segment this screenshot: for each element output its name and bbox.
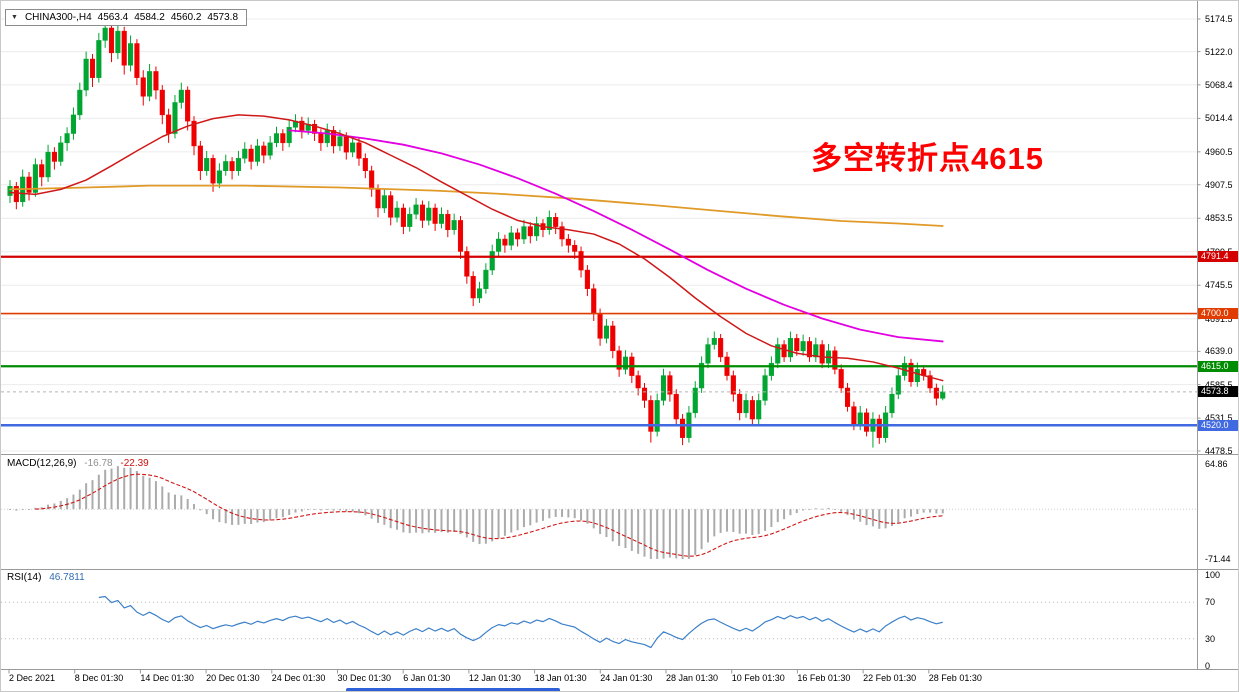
price-badge-4700.0: 4700.0 [1198, 308, 1238, 320]
time-axis[interactable]: 2 Dec 2021 8 Dec 01:30 14 Dec 01:30 20 Dec … [1, 670, 1197, 687]
time-tick-label: 12 Jan 01:30 [468, 673, 521, 683]
time-tick-label: 8 Dec 01:30 [74, 673, 124, 683]
rsi-axis-label: 0 [1205, 661, 1211, 671]
time-tick-label: 28 Feb 01:30 [928, 673, 982, 683]
symbol-text: CHINA300-,H4 [24, 12, 92, 23]
time-tick-label: 28 Jan 01:30 [666, 673, 719, 683]
price-tick-label: 4960.5 [1205, 146, 1233, 157]
rsi-line [98, 595, 943, 649]
time-tick-label: 14 Dec 01:30 [140, 673, 194, 683]
ohlc-close: 4573.8 [207, 12, 239, 23]
ma-mid-magenta [288, 129, 944, 343]
rsi-indicator-label: RSI(14) 46.7811 [7, 572, 85, 583]
time-tick-label: 18 Jan 01:30 [534, 673, 587, 683]
time-tick-label: 2 Dec 2021 [9, 673, 56, 683]
price-tick-label: 4639.0 [1205, 346, 1233, 357]
rsi-axis-label: 30 [1205, 633, 1216, 644]
ohlc-low: 4560.2 [170, 12, 202, 23]
time-tick-label: 20 Dec 01:30 [206, 673, 260, 683]
price-tick-label: 4853.5 [1205, 213, 1233, 224]
chart-annotation: 多空转折点4615 [811, 141, 1044, 176]
rsi-axis-label: 70 [1205, 597, 1216, 608]
rsi-axis-label: 100 [1205, 570, 1221, 580]
price-tick-label: 5068.4 [1205, 79, 1233, 90]
ma-slow-orange [9, 184, 944, 227]
time-tick-label: 10 Feb 01:30 [731, 673, 785, 683]
price-tick-label: 5014.4 [1205, 113, 1233, 124]
macd-axis-min: -71.44 [1205, 554, 1231, 564]
time-tick-label: 22 Feb 01:30 [863, 673, 917, 683]
price-tick-label: 4531.5 [1205, 413, 1233, 424]
macd-signal-value: -22.39 [120, 458, 149, 469]
time-tick-label: 24 Dec 01:30 [271, 673, 326, 683]
ma-fast-red [9, 114, 944, 382]
price-badge-4520.0: 4520.0 [1198, 419, 1238, 431]
time-tick-label: 30 Dec 01:30 [337, 673, 392, 683]
time-tick-label: 16 Feb 01:30 [797, 673, 851, 683]
macd-indicator-label: MACD(12,26,9) -16.78 -22.39 [7, 458, 149, 469]
macd-axis-max: 64.86 [1205, 459, 1228, 469]
price-badge-4615.0: 4615.0 [1198, 360, 1238, 372]
ohlc-high: 4584.2 [134, 12, 165, 23]
rsi-label-text: RSI(14) [7, 572, 42, 583]
macd-main-value: -16.78 [84, 458, 113, 469]
price-tick-label: 5122.0 [1205, 46, 1233, 57]
price-tick-label: 5174.5 [1205, 14, 1233, 24]
price-badge-4573.8: 4573.8 [1198, 386, 1238, 398]
time-tick-label: 24 Jan 01:30 [600, 673, 653, 683]
price-tick-label: 4907.5 [1205, 179, 1233, 190]
price-tick-label: 4745.5 [1205, 280, 1233, 291]
ohlc-open: 4563.4 [97, 12, 129, 23]
macd-histogram [9, 466, 944, 559]
macd-label-text: MACD(12,26,9) [7, 458, 77, 469]
candlesticks [7, 19, 946, 448]
macd-signal-line [35, 473, 943, 557]
rsi-value: 46.7811 [49, 572, 85, 583]
right-axis[interactable]: 5174.5 5122.0 5068.4 5014.4 4960.5 4907.5 4853… [1198, 1, 1238, 671]
price-tick-label: 4478.5 [1205, 446, 1233, 456]
price-badge-4791.4: 4791.4 [1198, 251, 1238, 263]
dropdown-arrow-icon[interactable]: ▼ [11, 14, 18, 21]
bottom-blue-strip [346, 688, 560, 691]
chart-symbol-label[interactable]: ▼ CHINA300-,H4 4563.4 4584.2 4560.2 4573… [5, 9, 248, 26]
price-tick-label: 4585.5 [1205, 379, 1233, 390]
time-tick-label: 6 Jan 01:30 [403, 673, 451, 683]
